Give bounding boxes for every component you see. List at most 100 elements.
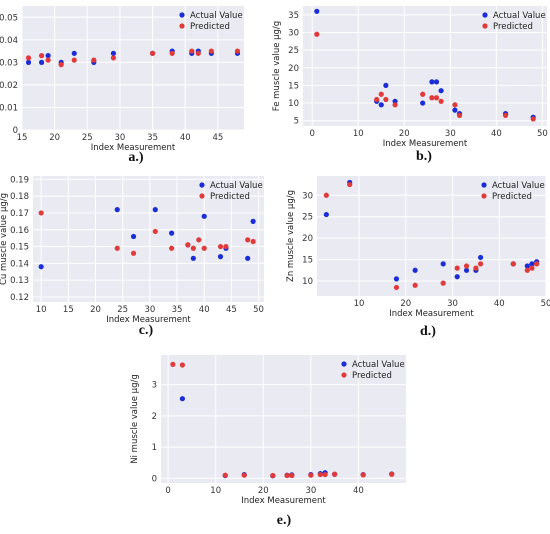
data-point <box>152 207 158 213</box>
x-tick-label: 10 <box>354 299 365 309</box>
x-tick-label: 20 <box>49 133 60 143</box>
y-axis-label: Cd muscle value µg/g <box>0 22 1 114</box>
y-tick-label: 3 <box>152 381 157 391</box>
data-point <box>71 57 77 63</box>
data-point <box>245 237 251 243</box>
y-tick-label: 15 <box>288 81 299 91</box>
data-point <box>223 243 229 250</box>
legend-label: Actual Value <box>492 181 545 191</box>
data-point <box>45 53 51 59</box>
data-point <box>217 243 224 250</box>
y-tick-label: 0.04 <box>0 36 18 46</box>
data-point <box>179 396 186 402</box>
panel-caption: b.) <box>416 149 432 164</box>
y-tick-label: 30 <box>302 191 313 201</box>
y-tick-label: 0.16 <box>10 226 29 236</box>
data-point <box>217 254 224 260</box>
x-tick-label: 35 <box>172 305 183 315</box>
legend-label: Actual Value <box>493 11 546 21</box>
x-axis-label: Index Measurement <box>106 315 191 325</box>
legend-marker <box>341 361 347 367</box>
data-point <box>530 116 536 122</box>
data-point <box>284 472 290 479</box>
data-point <box>433 95 440 101</box>
x-tick-label: 25 <box>117 305 128 315</box>
legend-marker <box>179 23 185 29</box>
x-tick-label: 20 <box>258 486 269 496</box>
data-point <box>323 211 329 218</box>
chart-panel-1: 0 0.01 0.02 0.03 0.04 0.05 15 20 25 30 35 40 45 Index… <box>0 6 244 165</box>
data-point <box>477 261 484 267</box>
series-predicted <box>38 210 256 256</box>
data-point <box>454 265 460 271</box>
y-tick-label: 0.02 <box>0 81 18 91</box>
x-axis-label: Index Measurement <box>91 143 176 153</box>
x-tick-label: 50 <box>253 305 264 315</box>
x-tick-label: 20 <box>400 299 411 309</box>
data-point <box>510 261 516 267</box>
y-tick-label: 0.18 <box>10 192 29 202</box>
data-point <box>208 48 214 54</box>
x-tick-label: 40 <box>199 305 210 315</box>
x-tick-label: 45 <box>226 305 237 315</box>
legend-label: Actual Value <box>210 181 263 191</box>
data-point <box>45 57 51 63</box>
data-point <box>179 362 186 368</box>
data-point <box>314 8 320 14</box>
x-tick-label: 10 <box>36 305 47 315</box>
data-point <box>429 95 435 101</box>
legend-marker <box>482 12 488 18</box>
legend-marker <box>482 23 488 29</box>
chart-panel-2: 5 10 15 20 25 30 35 0 10 20 30 40 50 Index Measuremen… <box>272 6 548 164</box>
data-point <box>347 181 353 188</box>
data-point <box>456 112 463 119</box>
data-point <box>169 50 175 56</box>
x-tick-label: 40 <box>353 486 364 496</box>
data-point <box>502 112 509 119</box>
legend-marker <box>341 372 347 378</box>
data-point <box>241 472 247 478</box>
y-tick-label: 0.03 <box>0 58 18 68</box>
data-point <box>477 254 484 261</box>
data-point <box>152 228 158 235</box>
data-point <box>38 53 45 59</box>
data-point <box>196 237 202 243</box>
chart-panel-3: 0.12 0.13 0.14 0.15 0.16 0.17 0.18 0.19 10 15 20 25… <box>0 175 264 338</box>
data-point <box>524 263 530 269</box>
data-point <box>452 102 458 108</box>
y-tick-label: 1 <box>152 443 157 453</box>
legend-label: Actual Value <box>352 360 405 370</box>
data-point <box>529 261 535 267</box>
x-tick-label: 10 <box>353 129 364 139</box>
x-axis-label: Index Measurement <box>389 309 474 319</box>
data-point <box>393 276 400 282</box>
y-tick-label: 0.17 <box>10 209 29 219</box>
data-point <box>190 255 196 261</box>
plot-area <box>317 176 546 296</box>
data-point <box>234 48 241 54</box>
data-point <box>58 62 64 68</box>
x-tick-label: 30 <box>447 299 458 309</box>
x-tick-label: 30 <box>115 133 126 143</box>
data-point <box>195 50 201 56</box>
data-point <box>190 245 196 251</box>
x-tick-label: 30 <box>305 486 316 496</box>
data-point <box>110 50 117 56</box>
series-predicted <box>323 181 540 291</box>
data-point <box>433 79 440 85</box>
x-tick-label: 50 <box>541 299 550 309</box>
data-point <box>529 265 535 271</box>
legend-marker <box>481 193 487 199</box>
data-point <box>420 91 426 97</box>
x-tick-label: 40 <box>491 129 502 139</box>
y-tick-label: 30 <box>288 28 299 38</box>
y-tick-label: 20 <box>302 234 313 244</box>
series-predicted <box>314 31 536 122</box>
y-tick-label: 0.19 <box>10 175 29 185</box>
x-tick-label: 0 <box>309 129 314 139</box>
data-point <box>534 261 540 267</box>
x-tick-label: 40 <box>494 299 505 309</box>
